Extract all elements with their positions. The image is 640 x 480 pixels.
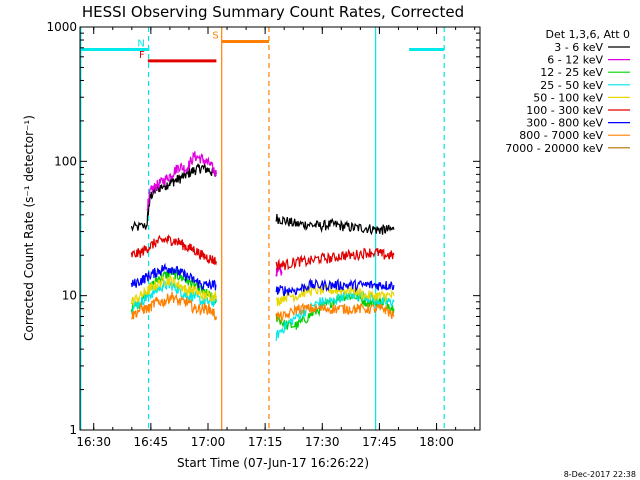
legend-entry-label: 7000 - 20000 keV: [505, 142, 603, 155]
series-line-1-1: [275, 264, 283, 277]
chart-title: HESSI Observing Summary Count Rates, Cor…: [82, 3, 464, 21]
y-axis-label: Corrected Count Rate (s⁻¹ detector⁻¹): [22, 115, 36, 341]
y-tick-label: 1: [69, 423, 77, 437]
legend-entry-label: 6 - 12 keV: [547, 54, 603, 67]
series-line-4-0: [130, 274, 217, 306]
flag-label-2: F: [139, 50, 145, 61]
footer-date: 8-Dec-2017 22:38: [564, 470, 636, 479]
flag-label-1: N: [137, 38, 144, 49]
series-line-6-1: [275, 277, 395, 297]
legend-entry-label: 12 - 25 keV: [540, 66, 603, 79]
series-line-1-0: [146, 151, 217, 211]
y-tick-label: 1000: [46, 20, 77, 34]
series-line-3-1: [275, 290, 395, 341]
x-tick-label: 17:00: [191, 435, 226, 449]
legend-entry-label: 3 - 6 keV: [554, 41, 603, 54]
y-tick-label: 10: [62, 289, 77, 303]
legend-header: Det 1,3,6, Att 0: [546, 28, 630, 41]
y-tick-label: 100: [54, 154, 77, 168]
series-line-5-0: [130, 234, 217, 266]
series-line-5-1: [275, 247, 395, 271]
series-line-7-0: [131, 291, 217, 321]
series-line-4-1: [275, 283, 395, 307]
x-axis-label: Start Time (07-Jun-17 16:26:22): [177, 456, 369, 470]
series-line-6-0: [130, 262, 217, 291]
legend-entry-label: 25 - 50 keV: [540, 79, 603, 92]
x-tick-label: 17:30: [305, 435, 340, 449]
series-line-0-1: [275, 214, 395, 236]
legend-entry-label: 300 - 800 keV: [526, 117, 603, 130]
legend-entry-label: 800 - 7000 keV: [519, 129, 603, 142]
plot-frame: [79, 26, 481, 431]
legend-entry-label: 100 - 300 keV: [526, 104, 603, 117]
x-tick-label: 17:15: [248, 435, 283, 449]
series-line-0-0: [130, 163, 217, 232]
flag-label-3: S: [212, 30, 218, 41]
x-tick-label: 16:45: [134, 435, 169, 449]
x-tick-label: 18:00: [419, 435, 454, 449]
x-tick-label: 16:30: [76, 435, 111, 449]
x-tick-label: 17:45: [362, 435, 397, 449]
legend-entry-label: 50 - 100 keV: [533, 91, 603, 104]
series-line-7-1: [275, 302, 395, 324]
